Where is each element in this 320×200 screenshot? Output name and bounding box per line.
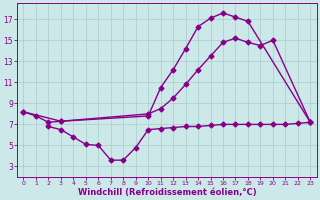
X-axis label: Windchill (Refroidissement éolien,°C): Windchill (Refroidissement éolien,°C) <box>77 188 256 197</box>
